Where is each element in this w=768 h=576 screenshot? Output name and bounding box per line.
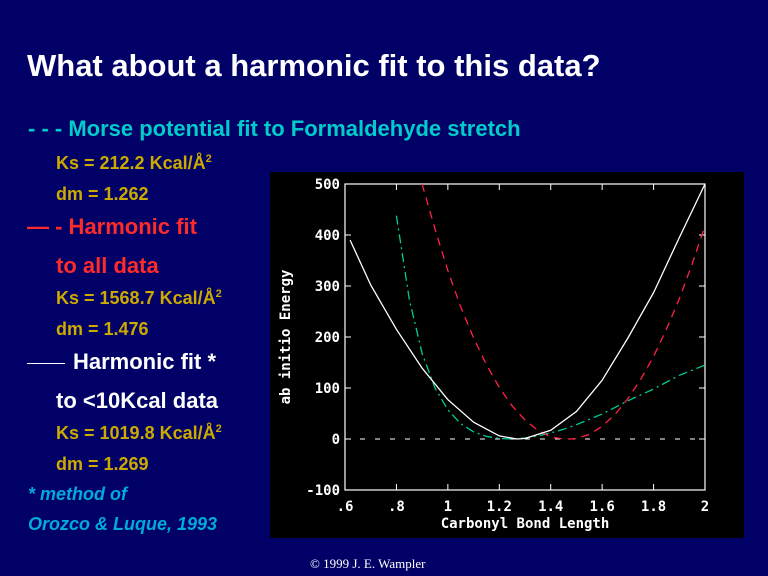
harmonic-all-subtitle: to all data: [56, 253, 159, 278]
y-tick-label: 100: [315, 381, 340, 397]
series-line-2: [349, 183, 706, 440]
x-tick-label: 1: [444, 499, 452, 515]
y-tick-label: 0: [332, 432, 340, 448]
solid-line-swatch: [27, 362, 65, 364]
morse-ks: Ks = 212.2 Kcal/Å2: [56, 153, 212, 173]
y-tick-label: 200: [315, 330, 340, 346]
harmonic-all-legend: — - Harmonic fit: [27, 214, 197, 239]
harmonic-10-ks: Ks = 1019.8 Kcal/Å2: [56, 423, 222, 443]
footnote-method: * method of: [28, 484, 127, 504]
y-tick-label: -100: [306, 483, 340, 499]
harmonic-10-dm: dm = 1.269: [56, 454, 149, 474]
copyright: © 1999 J. E. Wampler: [310, 556, 426, 571]
plot-panel: -100 0 100 200 300 400 500 .6 .8 1 1.2 1.4 1.6 1.8 2 Ca…: [270, 172, 744, 538]
y-tick-label: 300: [315, 279, 340, 295]
x-tick-label: .8: [388, 499, 405, 515]
x-tick-label: 2: [701, 499, 709, 515]
x-tick-label: 1.8: [641, 499, 666, 515]
x-tick-label: 1.4: [538, 499, 563, 515]
harmonic-all-dm: dm = 1.476: [56, 319, 149, 339]
x-tick-label: .6: [337, 499, 354, 515]
series-line-0: [395, 215, 706, 440]
y-tick-label: 500: [315, 177, 340, 193]
morse-legend: - - - Morse potential fit to Formaldehyd…: [28, 116, 521, 141]
morse-dm: dm = 1.262: [56, 184, 149, 204]
harmonic-10-subtitle: to <10Kcal data: [56, 388, 219, 413]
x-tick-label: 1.2: [487, 499, 512, 515]
energy-chart: -100 0 100 200 300 400 500 .6 .8 1 1.2 1.4 1.6 1.8 2 Ca…: [278, 177, 709, 532]
x-axis-label: Carbonyl Bond Length: [441, 516, 610, 532]
harmonic-10-legend: Harmonic fit *: [27, 349, 216, 375]
y-axis-label: ab initio Energy: [278, 269, 294, 404]
x-tick-label: 1.6: [589, 499, 614, 515]
series-line-1: [421, 183, 706, 440]
slide-title: What about a harmonic fit to this data?: [27, 48, 601, 83]
y-tick-label: 400: [315, 228, 340, 244]
footnote-reference: Orozco & Luque, 1993: [28, 514, 218, 534]
harmonic-all-ks: Ks = 1568.7 Kcal/Å2: [56, 288, 222, 308]
